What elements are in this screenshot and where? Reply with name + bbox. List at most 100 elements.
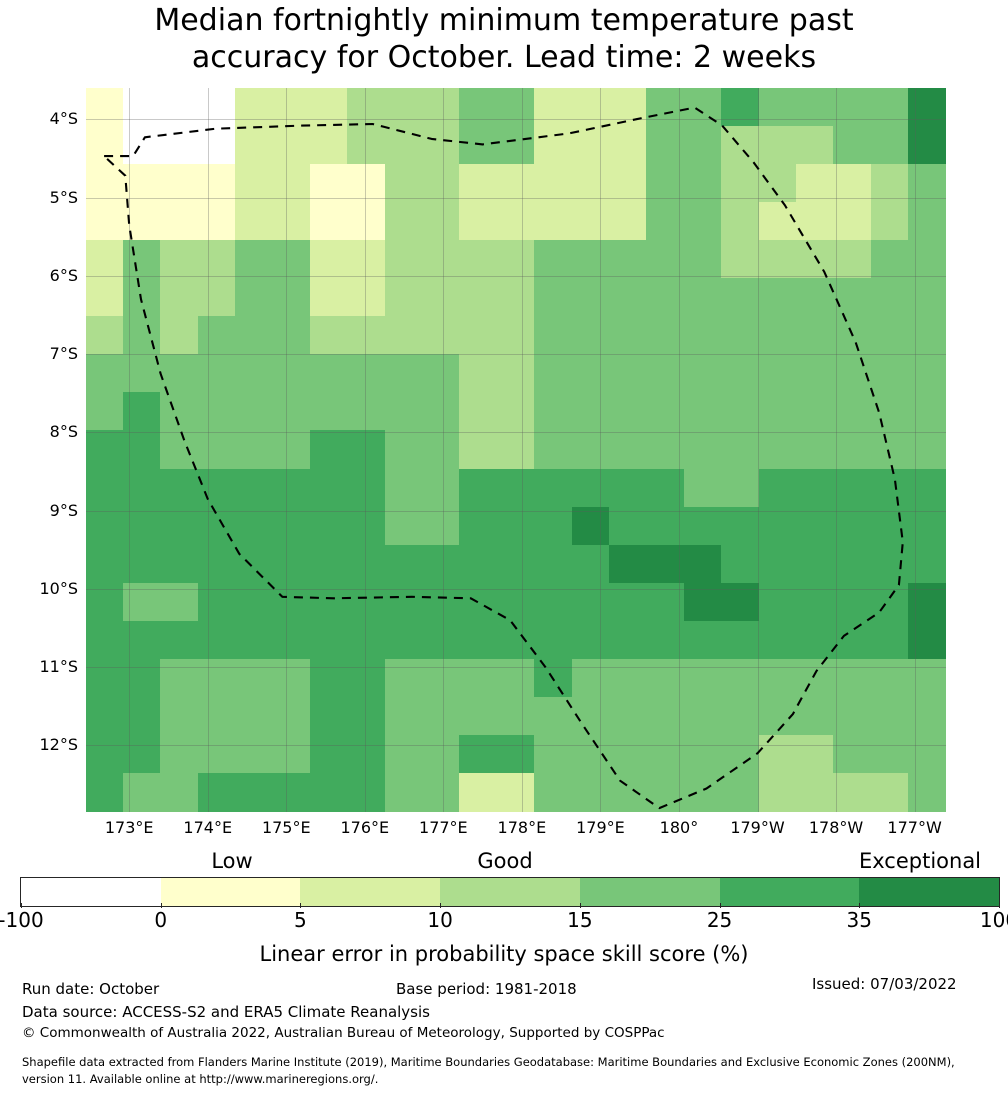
heatmap-cell xyxy=(86,430,124,470)
heatmap-cell xyxy=(86,620,124,661)
heatmap-cell xyxy=(122,544,162,584)
heatmap-cell xyxy=(347,88,386,127)
heatmap-cell xyxy=(86,506,124,546)
heatmap-cell xyxy=(347,659,386,699)
heatmap-cell xyxy=(646,354,685,394)
heatmap-cell xyxy=(870,582,910,622)
heatmap-cell xyxy=(758,239,797,279)
heatmap-cell xyxy=(122,392,162,432)
heatmap-cell xyxy=(683,468,723,508)
heatmap-cell xyxy=(160,88,199,127)
heatmap-cell xyxy=(908,88,946,127)
heatmap-cell xyxy=(496,201,536,241)
heatmap-cell xyxy=(683,163,723,203)
heatmap-cell xyxy=(571,506,610,546)
heatmap-cell xyxy=(459,201,498,241)
heatmap-cell xyxy=(870,544,910,584)
heatmap-cell xyxy=(758,582,797,622)
heatmap-cell xyxy=(496,620,536,661)
heatmap-cell xyxy=(384,582,424,622)
heatmap-cell xyxy=(908,278,946,318)
heatmap-cell xyxy=(534,468,573,508)
heatmap-cell xyxy=(908,544,946,584)
heatmap-cell xyxy=(384,468,424,508)
heatmap-cell xyxy=(86,163,124,203)
heatmap-cell xyxy=(272,201,311,241)
heatmap-cell xyxy=(122,201,162,241)
heatmap-cell xyxy=(721,316,760,356)
x-axis-tick-label: 177°W xyxy=(887,818,942,837)
heatmap-cell xyxy=(870,88,910,127)
colorbar-segment xyxy=(300,878,441,906)
heatmap-cell xyxy=(646,125,685,165)
heatmap-cell xyxy=(160,163,199,203)
heatmap-cell xyxy=(833,773,872,812)
heatmap-cell xyxy=(833,735,872,775)
heatmap-cell xyxy=(309,201,349,241)
heatmap-cell xyxy=(721,430,760,470)
heatmap-cell xyxy=(160,392,199,432)
heatmap-cell xyxy=(160,125,199,165)
heatmap-cell xyxy=(496,773,536,812)
heatmap-cell xyxy=(721,659,760,699)
heatmap-cell xyxy=(86,239,124,279)
heatmap-cell xyxy=(160,544,199,584)
colorbar-segment xyxy=(719,878,860,906)
heatmap-cell xyxy=(384,697,424,737)
heatmap-cell xyxy=(272,125,311,165)
heatmap-cell xyxy=(833,316,872,356)
x-axis-tick-label: 173°E xyxy=(104,818,154,837)
heatmap-cell xyxy=(347,163,386,203)
heatmap-cell xyxy=(646,735,685,775)
heatmap-cell xyxy=(272,163,311,203)
heatmap-cell xyxy=(908,697,946,737)
heatmap-cell xyxy=(459,88,498,127)
x-axis-tick-label: 180° xyxy=(659,818,699,837)
heatmap-cell xyxy=(608,201,648,241)
heatmap-cell xyxy=(534,125,573,165)
heatmap-cell xyxy=(122,659,162,699)
heatmap-cell xyxy=(160,316,199,356)
colorbar-tick-label: 35 xyxy=(846,908,873,932)
colorbar-category-labels: Low Good Exceptional xyxy=(0,849,1008,875)
heatmap-cell xyxy=(571,392,610,432)
heatmap-cell xyxy=(384,659,424,699)
heatmap-cell xyxy=(608,125,648,165)
colorbar-tick-label: -100 xyxy=(0,908,44,932)
heatmap-cell xyxy=(309,582,349,622)
heatmap-cell xyxy=(235,354,274,394)
heatmap-cell xyxy=(197,506,237,546)
heatmap-cell xyxy=(86,201,124,241)
heatmap-cell xyxy=(272,659,311,699)
heatmap-cell xyxy=(721,125,760,165)
colorbar-tick-mark xyxy=(300,903,302,908)
heatmap-cell xyxy=(496,582,536,622)
heatmap-cell xyxy=(683,544,723,584)
heatmap-cell xyxy=(197,201,237,241)
colorbar-tick-mark xyxy=(21,903,22,908)
heatmap-cell xyxy=(422,125,461,165)
heatmap-cell xyxy=(272,582,311,622)
heatmap-cell xyxy=(122,620,162,661)
colorbar-tick-label: 15 xyxy=(567,908,593,932)
heatmap-cell xyxy=(309,506,349,546)
heatmap-cell xyxy=(422,354,461,394)
heatmap-cell xyxy=(571,544,610,584)
heatmap-cell xyxy=(197,316,237,356)
heatmap-cell xyxy=(347,354,386,394)
heatmap-cell xyxy=(870,773,910,812)
heatmap-cell xyxy=(459,468,498,508)
heatmap-cell xyxy=(309,354,349,394)
heatmap-cell xyxy=(721,773,760,812)
heatmap-cell xyxy=(422,88,461,127)
footer: Run date: October Base period: 1981-2018… xyxy=(0,975,1008,1110)
heatmap-cell xyxy=(122,773,162,812)
heatmap-cell xyxy=(235,125,274,165)
heatmap-cell xyxy=(608,735,648,775)
heatmap-cell xyxy=(197,773,237,812)
heatmap-cell xyxy=(86,773,124,812)
x-axis-tick-label: 179°W xyxy=(730,818,785,837)
heatmap-cell xyxy=(608,773,648,812)
heatmap-cell xyxy=(683,239,723,279)
heatmap-cell xyxy=(272,354,311,394)
